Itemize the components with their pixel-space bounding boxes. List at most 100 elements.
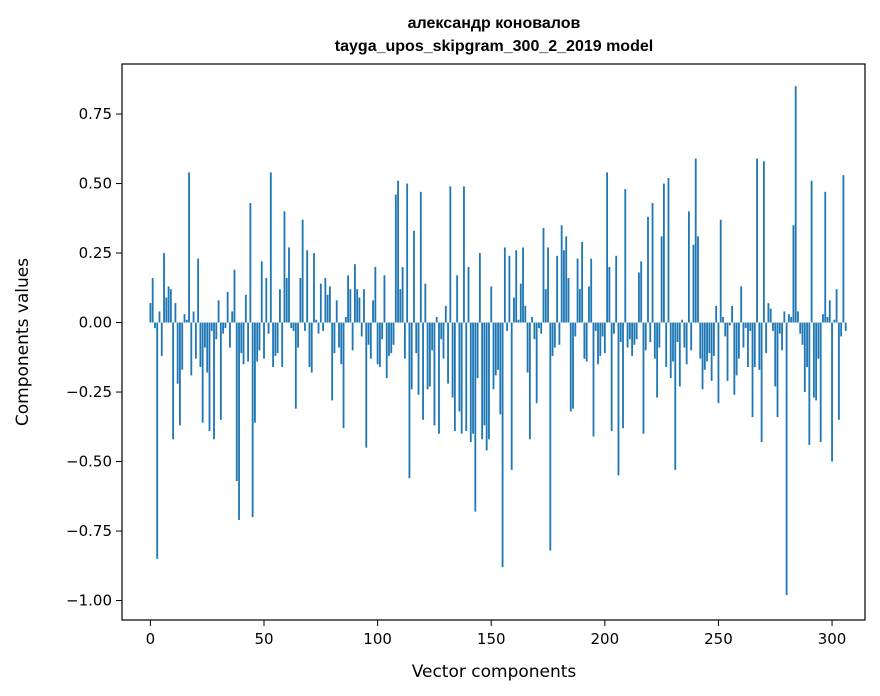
bar xyxy=(488,322,490,440)
bar xyxy=(310,322,313,373)
y-tick-label: −0.50 xyxy=(66,453,112,471)
bar xyxy=(526,322,529,373)
bar xyxy=(149,303,152,323)
bar xyxy=(274,322,277,356)
y-tick-label: −0.25 xyxy=(66,383,112,401)
bar xyxy=(378,322,381,368)
bar xyxy=(372,300,374,323)
bar xyxy=(242,322,245,365)
chart-subtitle: tayga_upos_skipgram_300_2_2019 model xyxy=(335,38,653,55)
bar xyxy=(690,322,693,351)
bar xyxy=(476,322,479,379)
bar xyxy=(494,322,497,376)
bar xyxy=(556,255,559,323)
bar xyxy=(844,322,847,331)
bar xyxy=(501,322,504,568)
bar xyxy=(410,322,413,390)
bar xyxy=(583,322,586,359)
bar xyxy=(238,322,240,520)
bar xyxy=(681,319,683,323)
bar xyxy=(594,322,597,331)
y-tick-label: 0.25 xyxy=(79,244,112,262)
bar xyxy=(338,322,340,348)
bar xyxy=(644,322,647,351)
bar xyxy=(219,322,222,420)
bar xyxy=(663,183,665,323)
bar xyxy=(660,236,663,323)
bar xyxy=(806,322,808,368)
bar xyxy=(817,322,820,359)
bar xyxy=(549,322,552,551)
bar xyxy=(510,322,513,470)
bar xyxy=(285,278,288,323)
bar xyxy=(837,322,840,420)
bar xyxy=(331,322,334,401)
bar xyxy=(467,266,470,323)
bar xyxy=(197,258,200,323)
bar xyxy=(751,322,754,418)
bar xyxy=(715,305,718,323)
bar xyxy=(428,322,431,387)
x-tick-label: 200 xyxy=(591,630,620,648)
bar xyxy=(401,266,404,323)
bar xyxy=(365,322,368,448)
bar xyxy=(563,250,565,323)
bar xyxy=(449,186,452,323)
bar xyxy=(538,322,540,329)
bar xyxy=(299,278,302,323)
bar xyxy=(642,322,645,434)
bar xyxy=(517,319,520,323)
y-tick-label: −1.00 xyxy=(66,592,112,610)
bar xyxy=(842,175,845,323)
bar xyxy=(572,322,574,409)
bar xyxy=(163,253,165,323)
bar xyxy=(451,322,454,398)
bar xyxy=(342,322,345,429)
bar xyxy=(815,322,818,401)
bar xyxy=(544,289,547,323)
bar xyxy=(267,322,270,334)
bar xyxy=(217,300,220,323)
y-axis: −1.00 −0.75 −0.50 −0.25 0.00 0.25 0.50 0.75 xyxy=(66,105,122,610)
bar xyxy=(215,322,218,340)
bar xyxy=(710,322,713,381)
bar xyxy=(735,322,738,376)
bar xyxy=(279,289,281,323)
bar xyxy=(440,322,443,340)
bar xyxy=(712,322,715,356)
bar xyxy=(653,322,656,359)
bar xyxy=(647,216,649,323)
bar xyxy=(624,189,627,323)
bar xyxy=(251,322,254,518)
bar xyxy=(799,322,802,334)
bar xyxy=(574,322,577,337)
bar xyxy=(567,278,570,323)
bar xyxy=(601,322,604,337)
bar xyxy=(749,322,752,331)
bar xyxy=(688,211,690,323)
bar xyxy=(597,322,599,365)
bar xyxy=(313,253,315,323)
bar xyxy=(419,191,422,323)
bar xyxy=(533,322,536,340)
bar xyxy=(665,322,668,368)
bar xyxy=(699,322,702,359)
bar xyxy=(635,322,638,340)
bar xyxy=(810,180,813,323)
bar xyxy=(758,322,761,370)
bar xyxy=(326,294,329,323)
bar xyxy=(656,322,659,398)
bar xyxy=(269,172,272,323)
y-tick-label: −0.75 xyxy=(66,522,112,540)
bar xyxy=(585,322,588,362)
bar xyxy=(433,322,436,426)
bar xyxy=(292,322,295,331)
bar xyxy=(347,275,349,323)
bar xyxy=(531,316,534,323)
bar xyxy=(276,322,279,354)
bar xyxy=(319,283,322,323)
bar xyxy=(797,311,799,323)
bar xyxy=(524,305,527,323)
bar xyxy=(179,322,181,426)
